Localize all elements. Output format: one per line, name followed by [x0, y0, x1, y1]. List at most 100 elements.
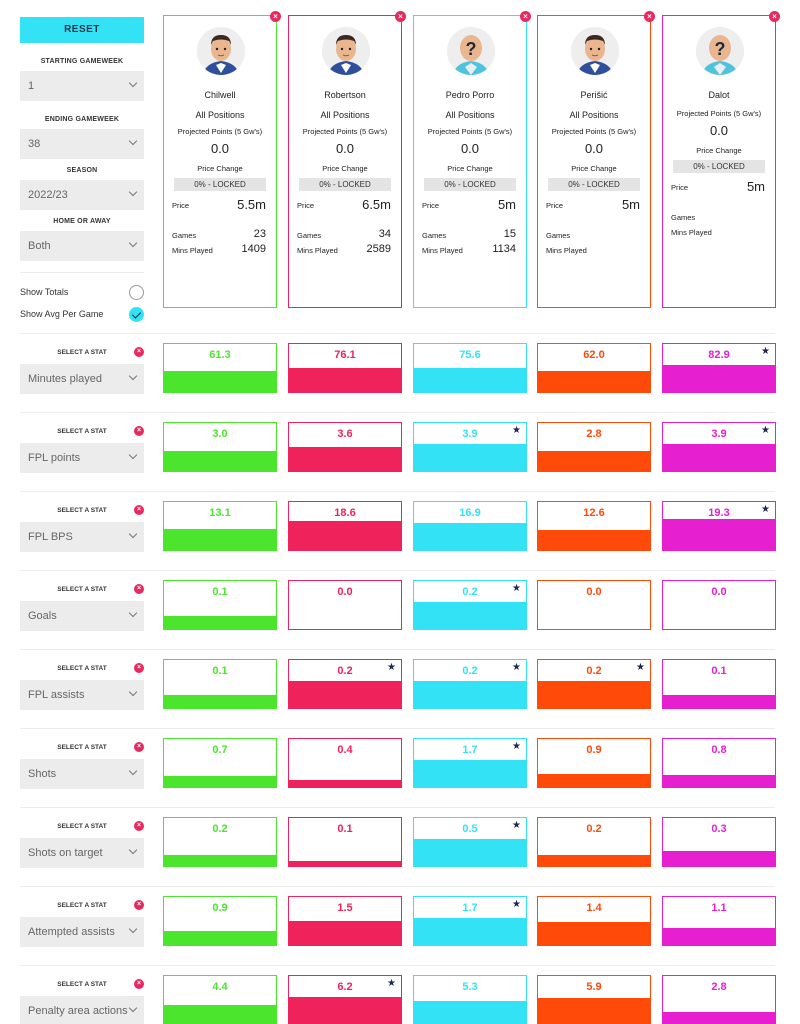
check-circle-icon[interactable]	[129, 307, 144, 322]
stat-select[interactable]: FPL BPS	[20, 522, 144, 552]
stat-bar-fill	[414, 918, 526, 945]
stat-cell: 0.2 ★	[537, 659, 651, 709]
price-value: 5m	[497, 197, 516, 212]
remove-stat-icon[interactable]: ×	[134, 505, 144, 515]
stat-cell: 3.9 ★	[413, 422, 527, 472]
row-divider	[20, 886, 775, 887]
stat-value: 76.1	[334, 349, 356, 361]
games-label: Games	[172, 231, 197, 240]
stat-cell: 0.0	[662, 580, 776, 630]
select-stat-label: SELECT A STAT	[57, 507, 107, 514]
stat-cell: 2.8	[537, 422, 651, 472]
price-label: Price	[546, 201, 564, 210]
stat-cell: 0.9	[163, 896, 277, 946]
player-position: All Positions	[445, 110, 495, 120]
best-star-icon: ★	[761, 346, 770, 357]
starting-gameweek-select[interactable]: 1	[20, 71, 144, 101]
best-star-icon: ★	[761, 425, 770, 436]
remove-stat-icon[interactable]: ×	[134, 426, 144, 436]
best-star-icon: ★	[512, 899, 521, 910]
ending-gameweek-select[interactable]: 38	[20, 129, 144, 159]
stat-value: 0.3	[711, 823, 727, 835]
chevron-down-icon	[130, 996, 136, 1024]
mins-played-value: 2589	[366, 243, 391, 255]
stat-value: 0.7	[212, 744, 228, 756]
stat-bar-fill	[538, 921, 650, 945]
stat-select-value: Shots on target	[28, 847, 103, 859]
stat-select-value: FPL points	[28, 452, 81, 464]
games-value: 23	[253, 228, 266, 240]
remove-stat-icon[interactable]: ×	[134, 979, 144, 989]
remove-player-icon[interactable]: ×	[644, 11, 655, 22]
stat-cell: 1.5	[288, 896, 402, 946]
show-totals-label: Show Totals	[20, 287, 69, 297]
remove-stat-icon[interactable]: ×	[134, 663, 144, 673]
projected-points-label: Projected Points (5 Gw's)	[177, 127, 263, 136]
price-value: 5.5m	[237, 197, 266, 212]
remove-stat-icon[interactable]: ×	[134, 821, 144, 831]
stat-value: 61.3	[209, 349, 231, 361]
best-star-icon: ★	[512, 425, 521, 436]
season-select[interactable]: 2022/23	[20, 180, 144, 210]
stat-cell: 12.6	[537, 501, 651, 551]
stat-bar-fill	[289, 681, 401, 708]
show-avg-toggle[interactable]: Show Avg Per Game	[20, 306, 144, 322]
player-card: × Chilwell All Positions Projected Points (…	[163, 11, 281, 308]
reset-button[interactable]: RESET	[20, 17, 144, 43]
ending-gameweek-value: 38	[28, 138, 41, 150]
remove-stat-icon[interactable]: ×	[134, 347, 144, 357]
home-away-select[interactable]: Both	[20, 231, 144, 261]
remove-player-icon[interactable]: ×	[769, 11, 780, 22]
stat-cell: 0.0	[537, 580, 651, 630]
stat-select-value: Penalty area actions	[28, 1005, 128, 1017]
starting-gameweek-label: STARTING GAMEWEEK	[40, 58, 124, 65]
stat-select[interactable]: Shots on target	[20, 838, 144, 868]
home-away-label: HOME OR AWAY	[53, 218, 111, 225]
radio-icon[interactable]	[129, 285, 144, 300]
stat-bar-fill	[164, 776, 276, 787]
svg-text:?: ?	[466, 39, 477, 59]
remove-player-icon[interactable]: ×	[270, 11, 281, 22]
stat-bar-fill	[414, 839, 526, 866]
stat-select[interactable]: FPL points	[20, 443, 144, 473]
stat-select[interactable]: Penalty area actions	[20, 996, 144, 1024]
price-value: 6.5m	[362, 197, 391, 212]
select-stat-label: SELECT A STAT	[57, 744, 107, 751]
show-totals-toggle[interactable]: Show Totals	[20, 284, 144, 300]
row-divider	[20, 649, 775, 650]
show-avg-label: Show Avg Per Game	[20, 309, 104, 319]
stat-select-value: Goals	[28, 610, 57, 622]
chevron-down-icon	[130, 71, 136, 101]
stat-bar-fill	[663, 1011, 775, 1024]
select-stat-label: SELECT A STAT	[57, 428, 107, 435]
stat-select[interactable]: Minutes played	[20, 364, 144, 394]
projected-points-value: 0.0	[210, 141, 230, 156]
stat-cell: 76.1	[288, 343, 402, 393]
stat-cell: 0.2 ★	[413, 580, 527, 630]
mins-played-value: 1134	[492, 243, 516, 255]
mins-played-label: Mins Played	[172, 246, 213, 255]
projected-points-value: 0.0	[335, 141, 355, 156]
stat-value: 1.7	[462, 902, 478, 914]
stat-select[interactable]: Attempted assists	[20, 917, 144, 947]
stat-select-value: Shots	[28, 768, 57, 780]
stat-select[interactable]: FPL assists	[20, 680, 144, 710]
svg-text:?: ?	[715, 39, 726, 59]
stat-cell: 0.1	[163, 580, 277, 630]
stat-value: 0.1	[337, 823, 353, 835]
remove-stat-icon[interactable]: ×	[134, 742, 144, 752]
remove-player-icon[interactable]: ×	[520, 11, 531, 22]
remove-stat-icon[interactable]: ×	[134, 900, 144, 910]
chevron-down-icon	[130, 180, 136, 210]
stat-bar-fill	[164, 930, 276, 945]
chevron-down-icon	[130, 522, 136, 552]
stat-value: 3.9	[711, 428, 727, 440]
stat-select[interactable]: Shots	[20, 759, 144, 789]
remove-player-icon[interactable]: ×	[395, 11, 406, 22]
stat-bar-fill	[663, 774, 775, 787]
stat-select[interactable]: Goals	[20, 601, 144, 631]
remove-stat-icon[interactable]: ×	[134, 584, 144, 594]
stat-select-value: FPL assists	[28, 689, 85, 701]
divider	[20, 272, 144, 273]
stat-bar-fill	[663, 927, 775, 945]
